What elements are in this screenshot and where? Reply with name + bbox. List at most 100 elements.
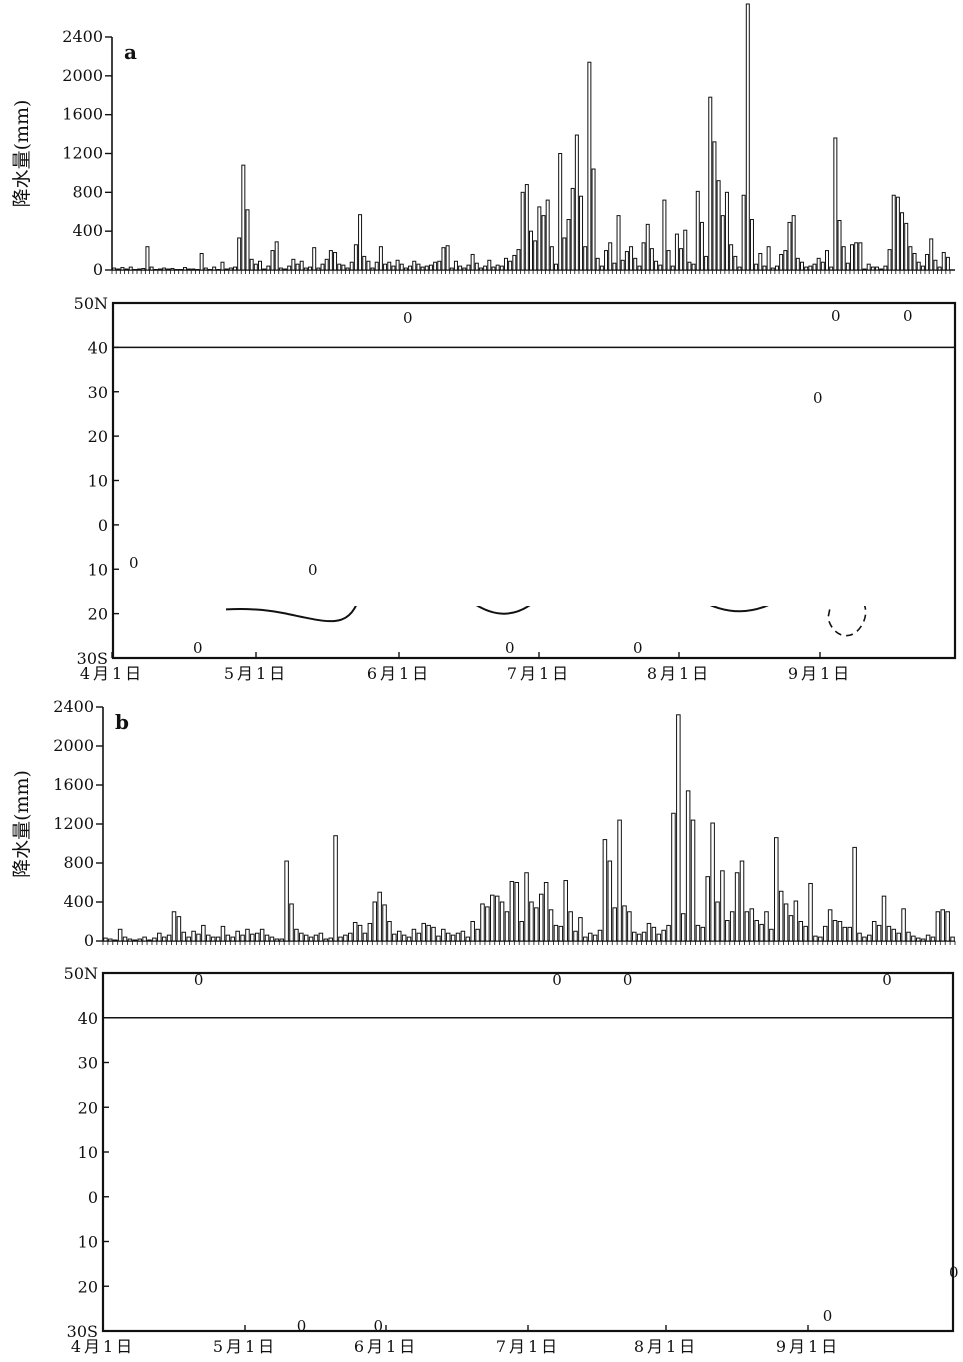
precip-bar (343, 934, 348, 942)
month-label: 9月1日 (776, 1337, 840, 1356)
precip-bar (646, 922, 652, 942)
precip-bar (341, 264, 346, 271)
precip-bar (881, 895, 887, 942)
positive-isoline (340, 1071, 406, 1116)
y-axis-label: 降水量(mm) (11, 770, 33, 878)
precip-bar (283, 268, 288, 271)
precip-bar (157, 268, 162, 271)
positive-isoline (461, 446, 496, 468)
precip-bar (666, 250, 671, 271)
precip-bar (627, 911, 632, 942)
precip-bar (294, 928, 299, 942)
y-tick-label: 2400 (62, 27, 103, 46)
precip-bar (671, 812, 676, 942)
positive-isoline (593, 389, 884, 553)
precip-bar (829, 266, 834, 271)
lat-tick-label: 20 (78, 1277, 98, 1296)
precip-bar (529, 901, 534, 942)
precip-bar (945, 911, 950, 942)
contour-frame (111, 301, 957, 660)
zero-isoline-label: 0 (552, 971, 562, 989)
precip-bar (595, 257, 600, 271)
precip-bar (587, 932, 593, 942)
precip-bar (483, 265, 488, 271)
precip-bar (362, 932, 368, 942)
precip-bar (597, 929, 603, 942)
y-tick-label: 800 (72, 182, 103, 201)
precip-bar (795, 257, 800, 271)
precip-bar (545, 199, 550, 271)
precip-bar (783, 250, 788, 271)
precip-bar (592, 934, 598, 942)
precip-bar (876, 924, 882, 942)
y-tick-label: 2000 (53, 736, 94, 755)
precip-bar (245, 209, 250, 271)
precip-bar (930, 936, 936, 942)
precip-bar (929, 238, 934, 271)
precip-bar (579, 195, 584, 271)
precip-bar (416, 263, 421, 271)
precip-bar (548, 909, 554, 942)
precip-bar (191, 268, 196, 271)
negative-isoline (541, 1009, 623, 1048)
precip-bar (411, 928, 417, 942)
precip-bar (215, 936, 221, 942)
precip-bar (908, 246, 913, 271)
precip-bar (412, 260, 417, 271)
precip-bar (120, 267, 125, 271)
negative-isoline (890, 1061, 936, 1110)
precip-bar (737, 266, 742, 271)
month-label: 8月1日 (647, 664, 711, 683)
panel-letter: a (124, 40, 137, 64)
zero-isoline-label: 0 (633, 639, 643, 657)
precip-bar (683, 229, 688, 271)
precip-bar (687, 261, 692, 271)
precip-bar (491, 266, 496, 271)
precip-bar (700, 926, 706, 942)
positive-isoline (113, 333, 955, 513)
negative-isoline (827, 606, 867, 637)
precip-bar (604, 250, 609, 271)
precip-bar (920, 938, 926, 942)
precip-bar (818, 936, 823, 942)
positive-isoline (113, 436, 955, 553)
precip-bar (362, 255, 367, 271)
precip-bar (103, 937, 108, 942)
precip-bar (699, 221, 704, 271)
negative-isoline (233, 408, 279, 442)
positive-isoline (160, 1091, 240, 1141)
precip-bar (367, 922, 373, 942)
precip-bar (744, 911, 750, 942)
precip-bar (345, 267, 350, 271)
y-tick-label: 1600 (53, 775, 94, 794)
positive-isoline (401, 984, 479, 1021)
precip-bar (935, 911, 941, 942)
precip-bar (352, 921, 358, 942)
precip-bar (607, 860, 613, 942)
precip-bar (662, 199, 667, 271)
precip-bar (142, 936, 147, 942)
panel-letter: b (115, 710, 129, 734)
precip-bar (887, 249, 892, 271)
precip-bar (116, 268, 121, 271)
positive-isoline (233, 464, 343, 546)
precip-bar (437, 260, 442, 271)
precip-bar (299, 932, 304, 942)
precip-bar (399, 263, 404, 271)
precip-bar (729, 911, 735, 942)
precip-bar (349, 261, 354, 271)
precip-bar (754, 263, 759, 271)
precip-bar (403, 267, 408, 271)
precip-bar (308, 266, 313, 271)
precip-bar (574, 134, 579, 271)
precip-bar (112, 267, 117, 271)
positive-isoline (620, 414, 647, 434)
lat-tick-label: 10 (88, 472, 108, 491)
positive-isoline (353, 1083, 394, 1108)
precip-bar (470, 921, 475, 942)
precip-bar (318, 932, 324, 942)
precip-bar (441, 928, 446, 942)
precip-bar (857, 932, 862, 942)
positive-isoline (923, 358, 955, 390)
precip-bar (937, 266, 942, 271)
